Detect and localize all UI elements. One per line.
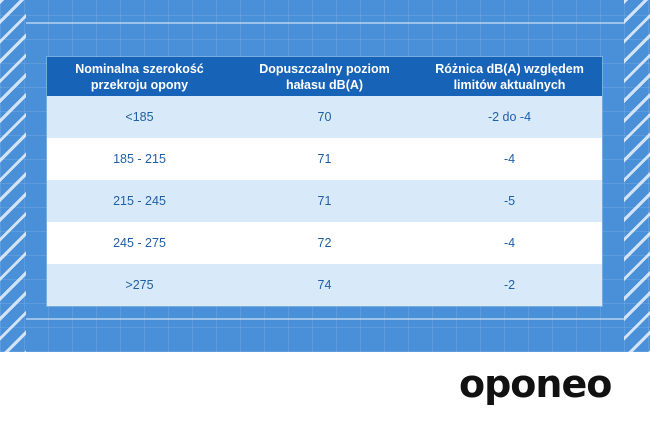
cell-db-difference: -5 bbox=[417, 180, 602, 222]
header-db-difference-label: Różnica dB(A) względem limitów aktualnyc… bbox=[435, 61, 584, 92]
bottom-divider bbox=[26, 318, 624, 320]
cell-noise-level: 74 bbox=[232, 264, 417, 306]
table-header-row: Nominalna szerokość przekroju opony Dopu… bbox=[47, 57, 602, 96]
cell-noise-level: 72 bbox=[232, 222, 417, 264]
table-row: 215 - 245 71 -5 bbox=[47, 180, 602, 222]
cell-noise-level: 71 bbox=[232, 180, 417, 222]
cell-noise-level: 71 bbox=[232, 138, 417, 180]
cell-db-difference: -4 bbox=[417, 138, 602, 180]
table-row: <185 70 -2 do -4 bbox=[47, 96, 602, 138]
cell-noise-level: 70 bbox=[232, 96, 417, 138]
cell-db-difference: -2 do -4 bbox=[417, 96, 602, 138]
table-row: 185 - 215 71 -4 bbox=[47, 138, 602, 180]
cell-tire-width: 185 - 215 bbox=[47, 138, 232, 180]
top-divider bbox=[26, 22, 624, 24]
table-row: >275 74 -2 bbox=[47, 264, 602, 306]
cell-tire-width: 215 - 245 bbox=[47, 180, 232, 222]
header-noise-level: Dopuszczalny poziom hałasu dB(A) bbox=[232, 57, 417, 96]
left-diagonal-stripes bbox=[0, 0, 26, 352]
noise-limits-table: Nominalna szerokość przekroju opony Dopu… bbox=[47, 57, 602, 306]
cell-tire-width: <185 bbox=[47, 96, 232, 138]
oponeo-logo: oponeo bbox=[459, 362, 612, 406]
header-tire-width: Nominalna szerokość przekroju opony bbox=[47, 57, 232, 96]
cell-db-difference: -4 bbox=[417, 222, 602, 264]
table-row: 245 - 275 72 -4 bbox=[47, 222, 602, 264]
right-diagonal-stripes bbox=[624, 0, 650, 352]
cell-tire-width: >275 bbox=[47, 264, 232, 306]
cell-tire-width: 245 - 275 bbox=[47, 222, 232, 264]
header-tire-width-label: Nominalna szerokość przekroju opony bbox=[75, 61, 204, 92]
cell-db-difference: -2 bbox=[417, 264, 602, 306]
header-noise-level-label: Dopuszczalny poziom hałasu dB(A) bbox=[259, 61, 390, 92]
header-db-difference: Różnica dB(A) względem limitów aktualnyc… bbox=[417, 57, 602, 96]
